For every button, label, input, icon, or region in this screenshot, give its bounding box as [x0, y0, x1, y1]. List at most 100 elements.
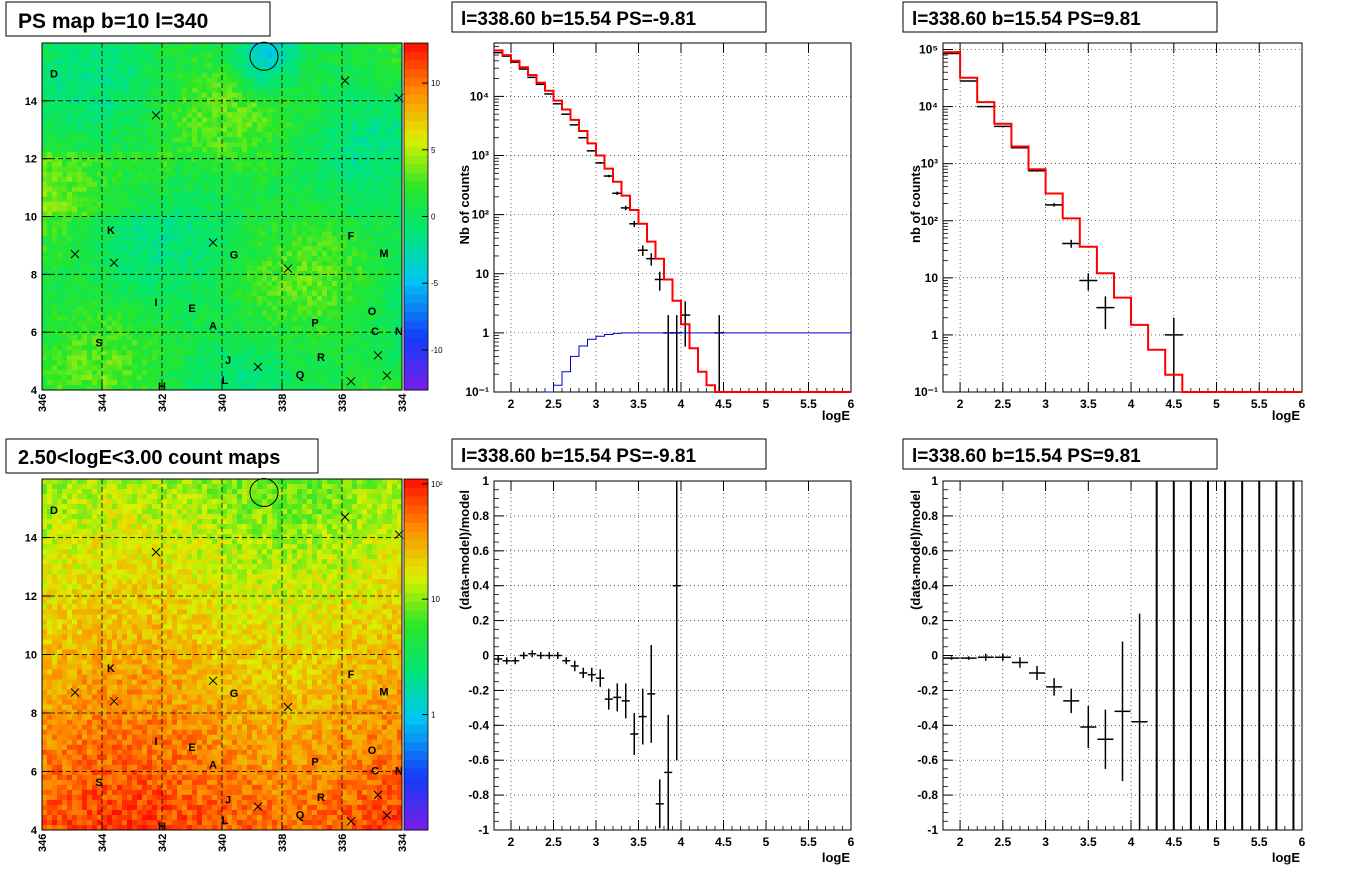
x-tick-label: 5.5: [800, 835, 817, 849]
source-label: H: [158, 821, 166, 833]
colorbar-band: [404, 225, 428, 235]
y-tick-label: 1: [482, 326, 489, 340]
x-tick-label: 342: [157, 394, 169, 412]
y-tick-label: 0.6: [472, 544, 489, 558]
x-tick-label: 2: [508, 397, 515, 411]
y-tick-label: -0.6: [917, 753, 938, 767]
source-label: J: [225, 795, 231, 807]
count-map-colorbar: 10² 10 1: [403, 478, 443, 831]
x-tick-label: 3.5: [630, 397, 647, 411]
x-tick-label: 2.5: [994, 397, 1011, 411]
y-tick-label: 14: [25, 96, 38, 108]
panel-ps-map: 346 344 342 340 338 336 334 4 6 8 10 12 14 D K G F M I E A P O…: [5, 1, 443, 412]
colorbar-band: [404, 51, 428, 61]
colorbar-band: [404, 294, 428, 304]
colorbar-band: [404, 320, 428, 330]
colorbar-band: [404, 242, 428, 252]
panel-spectrum-positive: 2 2.5 3 3.5 4 4.5 5 5.5 6 10⁻¹ 1 10 10² 10³ 10⁴ 10⁵ l=3…: [902, 1, 1306, 423]
y-tick-label: 12: [25, 591, 37, 603]
colorbar-tick-label: 10²: [431, 480, 443, 489]
y-tick-label: 10: [476, 267, 490, 281]
x-tick-label: 3: [1042, 397, 1049, 411]
y-tick-label: -0.2: [917, 683, 938, 697]
residual-negative-xlabel: logE: [822, 850, 850, 865]
x-tick-label: 5: [763, 835, 770, 849]
source-label: P: [311, 757, 318, 769]
source-label: Q: [296, 369, 305, 381]
source-label: C: [371, 765, 379, 777]
y-tick-label: 0.2: [472, 614, 489, 628]
residual-positive-title: l=338.60 b=15.54 PS=9.81: [912, 446, 1141, 467]
colorbar-band: [404, 733, 428, 743]
y-tick-label: -0.4: [468, 718, 489, 732]
source-label: G: [230, 688, 239, 700]
cross-marker: [382, 811, 392, 820]
cross-marker: [70, 249, 80, 259]
colorbar-band: [404, 759, 428, 770]
x-tick-label: 2.5: [545, 397, 562, 411]
colorbar-band: [404, 173, 428, 183]
y-tick-label: -1: [478, 823, 489, 837]
y-tick-label: -0.4: [917, 718, 938, 732]
residual-positive-xlabel: logE: [1272, 850, 1300, 865]
source-label: M: [379, 686, 388, 698]
cross-marker: [394, 93, 404, 103]
x-tick-label: 4.5: [715, 397, 732, 411]
y-tick-label: 0.2: [921, 614, 938, 628]
colorbar-band: [404, 715, 428, 726]
x-tick-label: 336: [337, 394, 349, 412]
colorbar-tick-label: 10: [431, 595, 440, 604]
y-tick-label: 14: [25, 533, 38, 545]
colorbar-band: [404, 663, 428, 673]
colorbar-tick-label: 10: [431, 79, 440, 88]
colorbar-band: [404, 514, 428, 524]
colorbar-band: [404, 584, 428, 594]
colorbar-tick-label: 1: [431, 711, 436, 720]
y-tick-label: 0.8: [921, 509, 938, 523]
x-tick-label: 346: [37, 834, 49, 852]
colorbar-band: [404, 566, 428, 577]
colorbar-band: [404, 129, 428, 139]
x-tick-label: 336: [337, 834, 349, 852]
x-tick-label: 6: [848, 397, 855, 411]
y-tick-label: 6: [31, 767, 37, 779]
heatmap-cells: [42, 479, 403, 831]
source-label: H: [158, 381, 166, 393]
colorbar-band: [404, 207, 428, 217]
source-label: D: [50, 69, 58, 81]
colorbar-band: [404, 60, 428, 70]
x-tick-label: 2: [957, 397, 964, 411]
colorbar-band: [404, 707, 428, 717]
colorbar-band: [404, 777, 428, 787]
colorbar-tick-label: 5: [431, 146, 436, 155]
cross-marker: [151, 547, 161, 557]
colorbar-band: [404, 601, 428, 612]
spectrum-positive-xlabel: logE: [1272, 408, 1300, 423]
plot-frame: [493, 42, 852, 393]
residual-positive-ylabel: (data-model)/model: [908, 490, 923, 610]
colorbar-band: [404, 95, 428, 105]
y-tick-label: -0.8: [468, 788, 489, 802]
x-tick-label: 5: [1213, 397, 1220, 411]
y-tick-label: 0: [931, 649, 938, 663]
x-tick-label: 338: [277, 834, 289, 852]
x-tick-label: 3: [593, 835, 600, 849]
residual-positive-plot-area: 2 2.5 3 3.5 4 4.5 5 5.5 6 -1 -0.8 -0.6 -0.4 -0.2 0 0.2 0…: [917, 474, 1305, 849]
x-tick-label: 3: [1042, 835, 1049, 849]
source-label: Q: [296, 809, 305, 821]
plot-frame: [41, 478, 403, 831]
colorbar-band: [404, 69, 428, 79]
colorbar-band: [404, 138, 428, 148]
panel-spectrum-negative: 2 2.5 3 3.5 4 4.5 5 5.5 6 10⁻¹ 1 10 10² 10³ 10⁴ l=338.…: [451, 1, 855, 423]
cross-marker: [373, 790, 383, 800]
y-tick-label: 1: [482, 474, 489, 488]
ps-map-title: PS map b=10 l=340: [18, 10, 208, 33]
y-tick-label: 10⁻¹: [914, 385, 938, 399]
y-tick-label: 10⁵: [919, 43, 938, 57]
source-label: I: [154, 736, 157, 748]
colorbar-tick-label: 0: [431, 213, 436, 222]
y-tick-label: -1: [927, 823, 938, 837]
colorbar-band: [404, 112, 428, 122]
colorbar-band: [404, 277, 428, 287]
colorbar-band: [404, 329, 428, 339]
